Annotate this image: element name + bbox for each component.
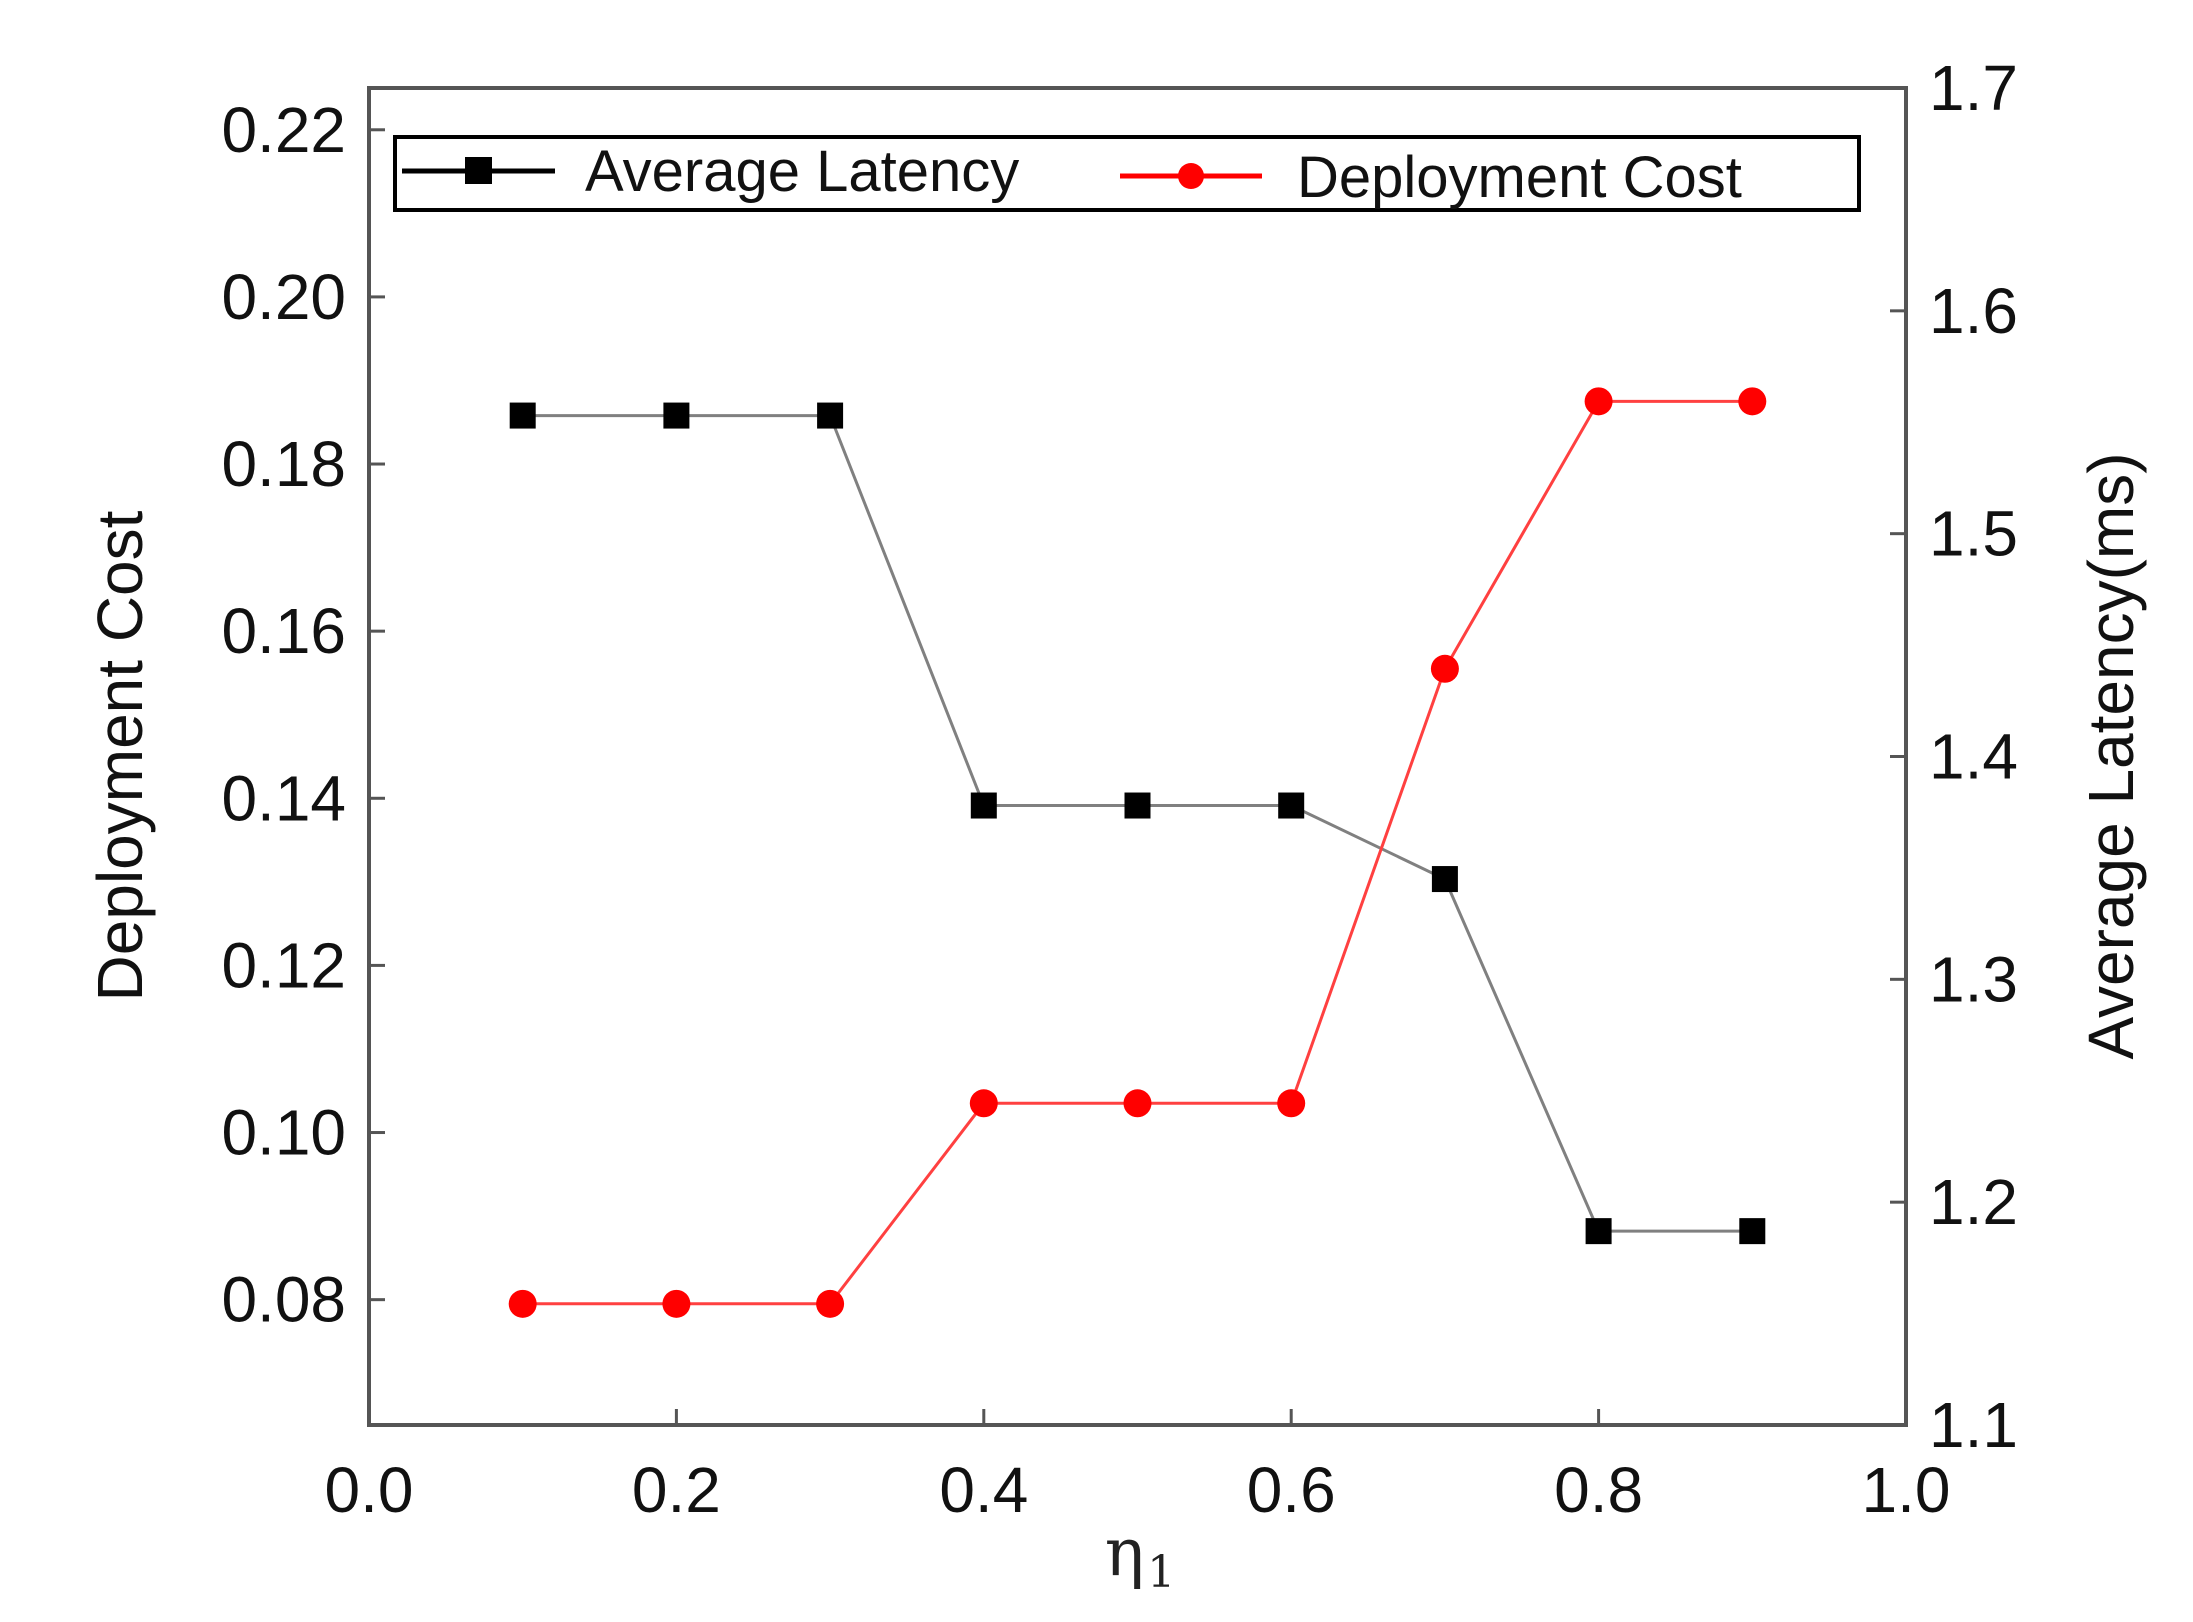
point-deployment-cost-2 [816, 1289, 845, 1318]
y-right-tick-label-5: 1.6 [1929, 275, 2018, 347]
x-axis-title: η1 [1105, 1514, 1176, 1598]
y-left-tick-label-1: 0.10 [221, 1097, 346, 1169]
y-left-tick-label-5: 0.18 [221, 428, 346, 500]
point-average-latency-4 [1124, 792, 1151, 819]
point-deployment-cost-3 [969, 1089, 998, 1118]
x-tick-label-0: 0.0 [325, 1454, 414, 1526]
point-average-latency-3 [970, 792, 997, 819]
legend-latency-marker [465, 157, 492, 184]
point-deployment-cost-0 [508, 1289, 537, 1318]
x-tick-label-1: 0.2 [632, 1454, 721, 1526]
y-right-tick-label-2: 1.3 [1929, 943, 2018, 1015]
tick-layer: 0.0 0.2 0.4 0.6 0.8 1.0 0.08 0.10 0.12 0.14 0.16 0.… [221, 52, 2018, 1526]
y-right-tick-label-6: 1.7 [1929, 52, 2018, 124]
y-left-tick-label-2: 0.12 [221, 929, 346, 1001]
point-average-latency-8 [1739, 1218, 1766, 1245]
x-tick-label-3: 0.6 [1247, 1454, 1336, 1526]
legend-latency-label: Average Latency [585, 139, 1019, 204]
point-deployment-cost-8 [1738, 387, 1767, 416]
point-average-latency-2 [817, 402, 844, 429]
y-left-tick-label-0: 0.08 [221, 1264, 346, 1336]
y-right-tick-label-1: 1.2 [1929, 1166, 2018, 1238]
point-average-latency-0 [509, 402, 536, 429]
point-deployment-cost-5 [1277, 1089, 1306, 1118]
point-average-latency-7 [1585, 1218, 1612, 1245]
legend: Average Latency Deployment Cost [393, 135, 1861, 212]
x-axis-title-main: η [1105, 1514, 1145, 1591]
point-deployment-cost-1 [662, 1289, 691, 1318]
legend-cost-marker [1178, 163, 1204, 189]
x-tick-label-2: 0.4 [939, 1454, 1028, 1526]
series-layer [508, 387, 1767, 1318]
x-tick-label-4: 0.8 [1554, 1454, 1643, 1526]
y-right-tick-label-3: 1.4 [1929, 721, 2018, 793]
y-axis-left-title: Deployment Cost [84, 510, 156, 1001]
y-left-tick-label-6: 0.20 [221, 261, 346, 333]
point-average-latency-6 [1431, 866, 1458, 893]
y-left-tick-label-7: 0.22 [221, 94, 346, 166]
point-deployment-cost-7 [1584, 387, 1613, 416]
y-right-tick-label-0: 1.1 [1929, 1389, 2018, 1461]
plot-frame [367, 86, 1908, 1427]
x-tick-label-5: 1.0 [1862, 1454, 1951, 1526]
y-axis-right-title: Average Latency(ms) [2075, 452, 2147, 1059]
y-left-tick-label-4: 0.16 [221, 595, 346, 667]
y-right-tick-label-4: 1.5 [1929, 498, 2018, 570]
y-left-tick-label-3: 0.14 [221, 762, 346, 834]
x-axis-title-subscript: 1 [1147, 1547, 1175, 1598]
series-line-deployment-cost [522, 399, 1753, 1306]
point-deployment-cost-6 [1430, 654, 1459, 683]
point-average-latency-1 [663, 402, 690, 429]
legend-cost-label: Deployment Cost [1297, 145, 1742, 210]
point-average-latency-5 [1278, 792, 1305, 819]
point-deployment-cost-4 [1123, 1089, 1152, 1118]
